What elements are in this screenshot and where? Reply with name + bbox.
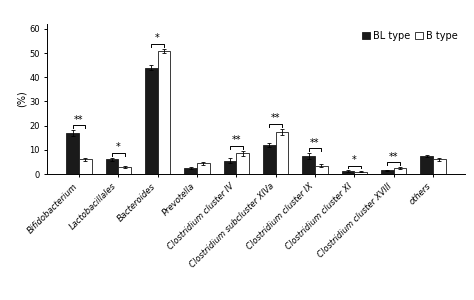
Text: **: **: [74, 115, 84, 124]
Text: **: **: [271, 113, 281, 123]
Bar: [342, 171, 354, 174]
Bar: [224, 161, 237, 174]
Text: **: **: [231, 135, 241, 145]
Bar: [106, 160, 118, 174]
Text: **: **: [389, 152, 398, 162]
Bar: [315, 166, 328, 174]
Bar: [66, 133, 79, 174]
Bar: [433, 160, 446, 174]
Bar: [275, 132, 288, 174]
Bar: [184, 168, 197, 174]
Text: *: *: [116, 142, 121, 152]
Text: **: **: [310, 138, 320, 148]
Bar: [79, 160, 91, 174]
Legend: BL type, B type: BL type, B type: [361, 29, 460, 43]
Text: *: *: [352, 155, 356, 165]
Bar: [145, 68, 158, 174]
Bar: [158, 51, 170, 174]
Bar: [381, 170, 393, 174]
Text: *: *: [155, 33, 160, 43]
Bar: [197, 163, 210, 174]
Bar: [118, 167, 131, 174]
Y-axis label: (%): (%): [17, 91, 27, 107]
Bar: [393, 168, 406, 174]
Bar: [237, 153, 249, 174]
Bar: [354, 172, 367, 174]
Bar: [263, 145, 275, 174]
Bar: [420, 156, 433, 174]
Bar: [302, 156, 315, 174]
